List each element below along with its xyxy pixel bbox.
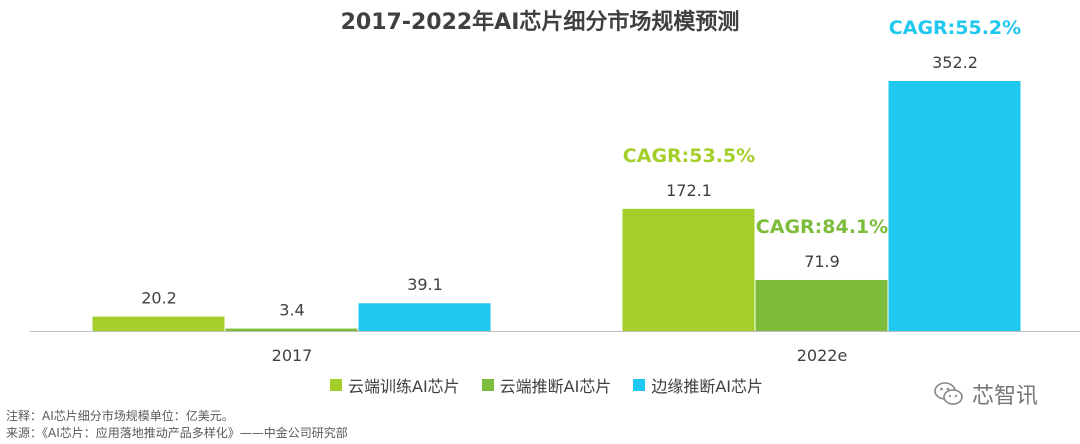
x-tick-label-2017: 2017 xyxy=(272,346,313,365)
watermark: 芯智讯 xyxy=(934,378,1038,410)
legend-swatch xyxy=(481,379,494,391)
legend-label: 云端推断AI芯片 xyxy=(499,377,612,396)
data-label-cloud-training-2022e: 172.1 xyxy=(666,181,712,200)
watermark-text: 芯智讯 xyxy=(972,384,1039,409)
bar-edge-inference-2022e xyxy=(888,81,1021,331)
data-label-cloud-training-2017: 20.2 xyxy=(141,289,177,308)
bar-cloud-inference-2017 xyxy=(225,328,358,331)
bar-cloud-training-2022e xyxy=(622,208,755,331)
bar-cloud-inference-2022e xyxy=(755,279,888,331)
legend-item-edge-inference: 边缘推断AI芯片 xyxy=(633,373,763,397)
legend-item-cloud-training: 云端训练AI芯片 xyxy=(330,373,460,397)
data-label-cloud-inference-2017: 3.4 xyxy=(279,301,304,320)
legend-label: 云端训练AI芯片 xyxy=(348,377,460,396)
cagr-label-cloud-inference: CAGR:84.1% xyxy=(756,216,888,238)
data-label-edge-inference-2022e: 352.2 xyxy=(932,53,978,72)
chart-notes: 注释：AI芯片细分市场规模单位：亿美元。 来源：《AI芯片：应用落地推动产品多样… xyxy=(6,408,348,442)
unit-note: 注释：AI芯片细分市场规模单位：亿美元。 xyxy=(6,409,234,423)
legend-item-cloud-inference: 云端推断AI芯片 xyxy=(481,373,612,397)
bar-cloud-training-2017 xyxy=(92,316,225,331)
legend-swatch xyxy=(330,379,342,391)
cagr-label-cloud-training: CAGR:53.5% xyxy=(623,145,755,167)
bar-edge-inference-2017 xyxy=(358,303,491,331)
chart-legend: 云端训练AI芯片 云端推断AI芯片 边缘推断AI芯片 xyxy=(330,373,763,397)
data-label-edge-inference-2017: 39.1 xyxy=(407,275,443,294)
data-label-cloud-inference-2022e: 71.9 xyxy=(804,252,840,271)
wechat-icon xyxy=(934,382,963,405)
source-note: 来源：《AI芯片：应用落地推动产品多样化》——中金公司研究部 xyxy=(6,426,348,440)
cagr-label-edge-inference: CAGR:55.2% xyxy=(889,17,1021,39)
chart-title: 2017-2022年AI芯片细分市场规模预测 xyxy=(340,10,740,35)
legend-swatch xyxy=(633,379,646,391)
legend-label: 边缘推断AI芯片 xyxy=(651,377,764,396)
x-tick-label-2022e: 2022e xyxy=(797,346,848,365)
